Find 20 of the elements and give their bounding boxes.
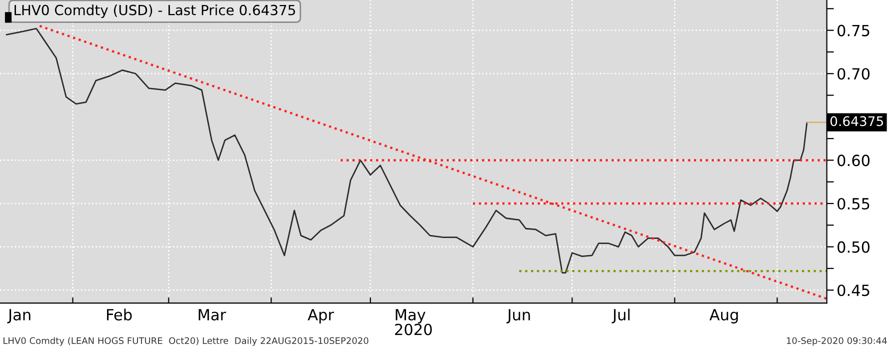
y-tick-label: 0.70	[838, 68, 870, 80]
x-tick-label: Aug	[709, 309, 738, 324]
chart-title: LHV0 Comdty (USD) - Last Price 0.64375	[14, 4, 296, 18]
y-tick-label: 0.60	[838, 154, 870, 166]
annotation: 0.64375	[830, 116, 883, 126]
y-tick-label: 0.75	[838, 24, 870, 36]
y-tick-label: 0.55	[838, 198, 870, 210]
x-tick-label: Jun	[506, 309, 530, 324]
x-tick-label: Apr	[308, 309, 334, 324]
line-series	[6, 28, 808, 274]
x-tick-label: Feb	[107, 308, 132, 320]
x-tick-label: May	[396, 309, 426, 324]
y-tick-label: 0.45	[838, 284, 870, 296]
y-tick-label: 0.50	[838, 241, 870, 253]
x-tick-label: Jul	[612, 308, 630, 324]
x-axis-title: 2020	[395, 324, 432, 336]
x-tick-label: Mar	[198, 309, 226, 320]
text: 10-Sep-2020 09:30:44	[786, 337, 887, 346]
text: LHV0 Comdty (LEAN HOGS FUTURE Oct20) Lettre Daily 22AUG2015-10SEP2020	[4, 337, 368, 346]
x-tick-label: Jan	[7, 309, 30, 324]
